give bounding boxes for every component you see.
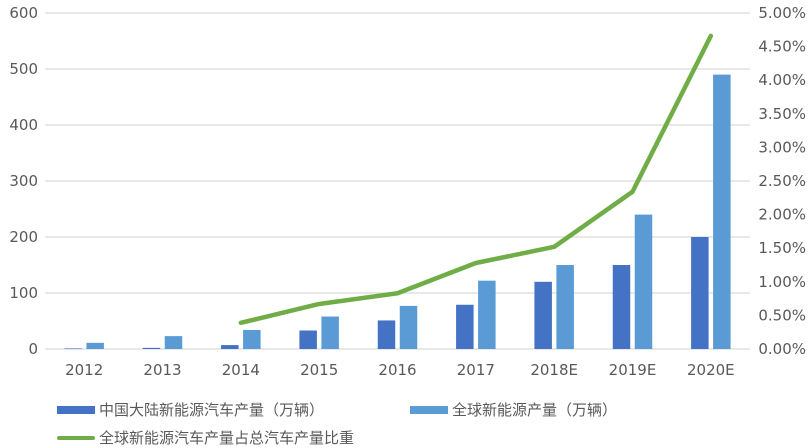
y2-tick-label: 2.00% xyxy=(758,206,806,224)
y2-tick-label: 4.50% xyxy=(758,38,806,56)
bar xyxy=(86,342,104,349)
legend-item-global: 全球新能源产量（万辆） xyxy=(410,399,617,420)
legend-label-china: 中国大陆新能源汽车产量（万辆） xyxy=(99,401,325,419)
x-tick-label: 2015 xyxy=(300,361,338,379)
bar xyxy=(164,336,183,349)
x-tick-label: 2017 xyxy=(457,361,495,379)
bar xyxy=(377,320,396,349)
x-tick-label: 2014 xyxy=(222,361,260,379)
bar xyxy=(321,316,339,349)
y2-tick-label: 2.50% xyxy=(758,172,806,190)
y-axis-left: 0 100 200 300 400 500 600 xyxy=(9,4,38,358)
bar xyxy=(64,348,82,350)
legend-label-global: 全球新能源产量（万辆） xyxy=(452,401,618,419)
bar xyxy=(634,214,653,349)
legend-item-china: 中国大陆新能源汽车产量（万辆） xyxy=(57,399,324,420)
y2-tick-label: 0.50% xyxy=(758,306,806,324)
y-axis-right: 0.00% 0.50% 1.00% 1.50% 2.00% 2.50% 3.00% 3.50%… xyxy=(758,4,806,358)
line-series xyxy=(238,33,714,326)
x-tick-label: 2018E xyxy=(530,361,578,379)
y2-tick-label: 4.00% xyxy=(758,71,806,89)
y-tick-label: 100 xyxy=(9,284,38,302)
bar xyxy=(691,237,709,349)
x-tick-label: 2016 xyxy=(378,361,416,379)
x-tick-label: 2012 xyxy=(65,361,103,379)
y2-tick-label: 3.00% xyxy=(758,138,806,156)
y-tick-label: 0 xyxy=(28,340,38,358)
y-tick-label: 500 xyxy=(9,60,38,78)
legend-swatch-china xyxy=(57,405,95,414)
x-tick-label: 2020E xyxy=(687,361,735,379)
y-tick-label: 400 xyxy=(9,116,38,134)
y-tick-label: 600 xyxy=(9,4,38,22)
share-line xyxy=(238,33,714,326)
legend-item-share: 全球新能源汽车产量占总汽车产量比重 xyxy=(57,427,354,448)
x-tick-label: 2019E xyxy=(609,361,657,379)
legend-label-share: 全球新能源汽车产量占总汽车产量比重 xyxy=(99,429,355,447)
bar xyxy=(456,304,474,349)
bar xyxy=(612,265,631,349)
y2-tick-label: 0.00% xyxy=(758,340,806,358)
bar xyxy=(556,265,574,349)
bar xyxy=(478,280,496,349)
bar xyxy=(534,281,552,349)
y-tick-label: 200 xyxy=(9,228,38,246)
bar xyxy=(299,330,317,349)
y2-tick-label: 5.00% xyxy=(758,4,806,22)
bar xyxy=(713,74,731,349)
y2-tick-label: 1.00% xyxy=(758,273,806,291)
bar-series xyxy=(64,74,731,350)
bar xyxy=(243,329,261,349)
legend-swatch-global xyxy=(410,405,448,414)
x-tick-label: 2013 xyxy=(143,361,181,379)
bar xyxy=(142,347,161,349)
gridlines xyxy=(45,12,750,350)
y2-tick-label: 1.50% xyxy=(758,239,806,257)
x-axis: 2012 2013 2014 2015 2016 2017 2018E 2019E 2020E xyxy=(65,361,735,379)
bar xyxy=(399,305,418,349)
bar xyxy=(221,345,239,349)
y-tick-label: 300 xyxy=(9,172,38,190)
y2-tick-label: 3.50% xyxy=(758,105,806,123)
legend-swatch-share xyxy=(57,435,95,440)
